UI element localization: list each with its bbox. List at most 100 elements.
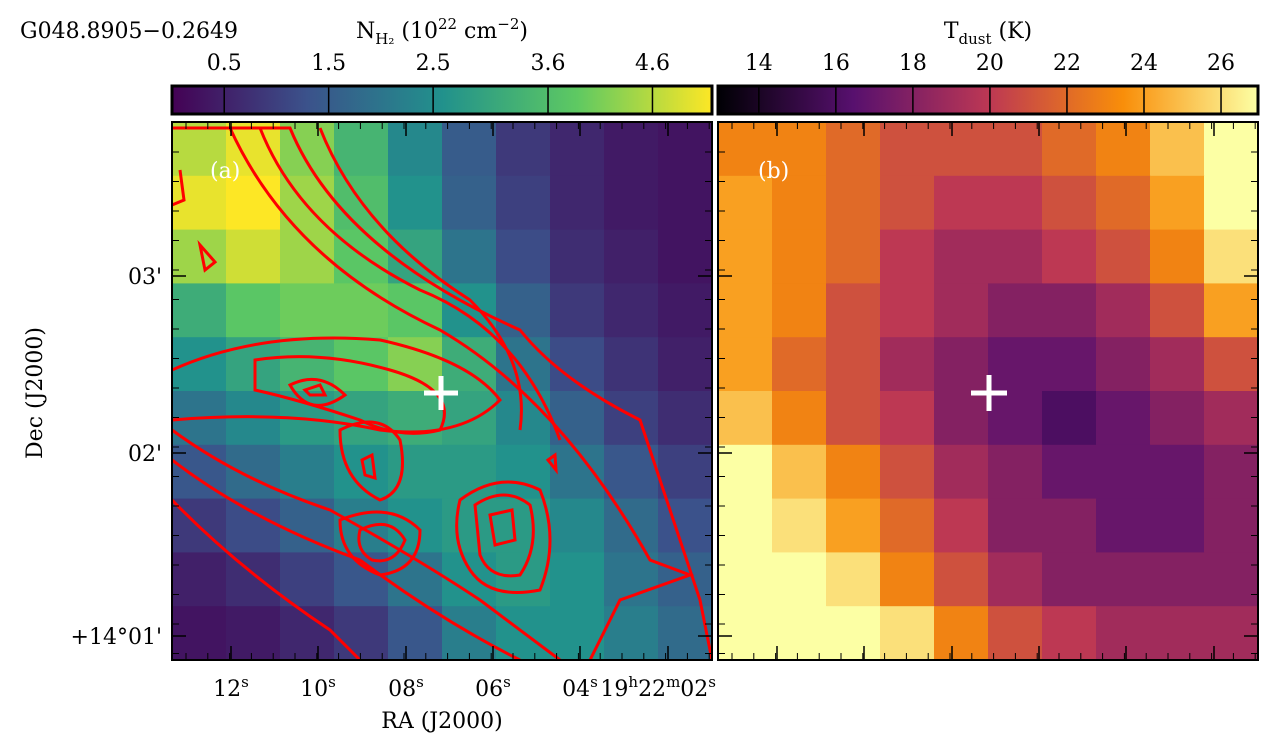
heatmap-cell <box>934 122 989 177</box>
x-tick-label-part: s <box>416 673 424 691</box>
heatmap-cell <box>826 122 881 177</box>
heatmap-cell <box>718 122 773 177</box>
heatmap-cell <box>1096 337 1151 392</box>
colorbar-tick-label: 14 <box>745 51 773 76</box>
heatmap-cell <box>718 283 773 338</box>
heatmap-cell <box>718 337 773 392</box>
colorbar-tick-label: 22 <box>1053 51 1081 76</box>
heatmap-cell <box>1042 337 1097 392</box>
heatmap-cell <box>496 552 551 607</box>
heatmap-cell <box>1150 552 1205 607</box>
heatmap-cell <box>880 122 935 177</box>
heatmap-cell <box>1204 498 1259 553</box>
heatmap-cell <box>226 444 281 500</box>
heatmap-cell <box>1150 444 1205 500</box>
heatmap-cell <box>658 337 713 392</box>
heatmap-cell <box>934 552 989 607</box>
heatmap-cell <box>388 444 443 500</box>
x-axis-label: RA (J2000) <box>381 709 502 734</box>
heatmap-cell <box>988 229 1043 284</box>
heatmap-cell <box>1150 337 1205 392</box>
heatmap-cell <box>280 175 335 231</box>
heatmap-cell <box>772 444 827 500</box>
heatmap-cell <box>1096 283 1151 338</box>
heatmap-cell <box>1204 229 1259 284</box>
heatmap-cell <box>934 283 989 338</box>
heatmap-cell <box>934 229 989 284</box>
heatmap-cell <box>1042 552 1097 607</box>
heatmap-cell <box>388 283 443 338</box>
colorbar-label-part: T <box>944 19 959 44</box>
x-tick-label: 12s <box>213 673 249 702</box>
heatmap-cell <box>718 606 773 661</box>
heatmap-cell <box>934 337 989 392</box>
heatmap-cell <box>550 552 605 607</box>
heatmap-cell <box>772 552 827 607</box>
panel-a-frame <box>171 121 713 661</box>
heatmap-cell <box>1150 498 1205 553</box>
heatmap-cell <box>772 606 827 661</box>
heatmap-cell <box>226 229 281 284</box>
colorbar-label: Tdust (K) <box>944 19 1032 48</box>
heatmap-cell <box>496 444 551 500</box>
x-tick-label: 04s <box>562 673 598 702</box>
x-tick-label: 08s <box>388 673 424 702</box>
heatmap-cell <box>772 337 827 392</box>
heatmap-cell <box>334 122 389 177</box>
heatmap-cell <box>280 444 335 500</box>
heatmap-cell <box>226 122 281 177</box>
heatmap-cell <box>718 552 773 607</box>
heatmap-cell <box>172 606 227 661</box>
heatmap-cell <box>1096 498 1151 553</box>
heatmap-cell <box>658 175 713 231</box>
heatmap-cell <box>604 175 659 231</box>
x-tick-label-part: m <box>666 673 680 691</box>
heatmap-cell <box>388 122 443 177</box>
heatmap-cell <box>658 391 713 446</box>
y-axis-label: Dec (J2000) <box>23 327 48 459</box>
heatmap-cell <box>718 229 773 284</box>
heatmap-cell <box>772 391 827 446</box>
x-tick-label-part: s <box>241 673 249 691</box>
heatmap-cell <box>172 552 227 607</box>
heatmap-cell <box>496 175 551 231</box>
colorbar-label-part: 22 <box>438 15 457 33</box>
heatmap-cell <box>1042 175 1097 231</box>
contours <box>172 126 712 660</box>
heatmap-cell <box>388 606 443 661</box>
heatmap-cell <box>718 498 773 553</box>
colorbar-tick-label: 2.5 <box>416 51 451 76</box>
heatmap-cell <box>442 229 497 284</box>
heatmap-cell <box>172 122 227 177</box>
heatmap-cell <box>172 229 227 284</box>
colorbar-label: NH₂ (1022 cm−2) <box>356 15 528 48</box>
heatmap-cell <box>988 175 1043 231</box>
heatmap-cell <box>334 283 389 338</box>
heatmap-cell <box>988 337 1043 392</box>
panel-label: (b) <box>758 159 789 184</box>
x-tick-label-part: s <box>708 673 716 691</box>
heatmap-cell <box>1096 175 1151 231</box>
heatmap-cell <box>826 283 881 338</box>
heatmap-cell <box>718 391 773 446</box>
colorbar-label-part: N <box>356 19 375 44</box>
heatmap-cell <box>550 229 605 284</box>
heatmap-cell <box>1096 552 1151 607</box>
colorbar-label-part: (K) <box>992 19 1033 44</box>
heatmap-cell <box>1096 229 1151 284</box>
heatmap-cell <box>658 229 713 284</box>
heatmap-cell <box>826 175 881 231</box>
x-tick-label-part: 10 <box>300 677 328 702</box>
heatmap-cell <box>604 444 659 500</box>
heatmap-cell <box>934 606 989 661</box>
heatmap-cell <box>1150 391 1205 446</box>
heatmap-cell <box>988 552 1043 607</box>
colorbar-tick-label: 1.5 <box>311 51 346 76</box>
x-tick-label-part: 19 <box>600 677 628 702</box>
heatmap-cell <box>280 498 335 553</box>
heatmap-cell <box>988 283 1043 338</box>
x-tick-label-part: 22 <box>638 677 666 702</box>
colorbar-tick-label: 18 <box>899 51 927 76</box>
source-markers <box>424 375 1007 411</box>
